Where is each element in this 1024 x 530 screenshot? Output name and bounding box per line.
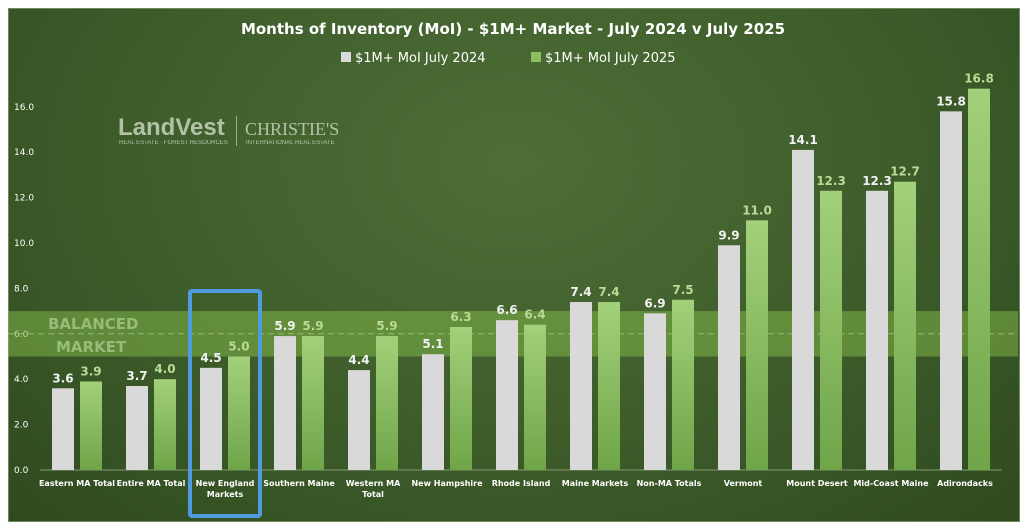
category-label: Southern Maine	[263, 479, 335, 488]
landvest-logo-subtitle: REAL ESTATE · FOREST RESOURCES	[119, 140, 228, 146]
data-label-2024: 12.3	[862, 174, 892, 188]
watermark-logo: LandVest REAL ESTATE · FOREST RESOURCES …	[118, 114, 339, 146]
category-label: Entire MA Total	[117, 479, 186, 488]
data-label-2024: 3.6	[52, 371, 73, 385]
data-label-2025: 11.0	[742, 203, 772, 217]
data-label-2025: 12.3	[816, 174, 846, 188]
bar-2024	[200, 367, 222, 470]
y-tick-label: 14.0	[14, 148, 34, 158]
data-label-2025: 6.3	[450, 310, 471, 324]
bar-2024	[348, 370, 370, 470]
christies-logo-subtitle: INTERNATIONAL REAL ESTATE	[246, 140, 335, 146]
data-label-2025: 5.0	[228, 340, 249, 354]
bar-2024	[644, 313, 666, 470]
bar-2024	[866, 190, 888, 471]
bar-2025	[672, 299, 694, 470]
y-tick-label: 4.0	[14, 375, 29, 385]
bar-2024	[274, 336, 296, 470]
data-label-2025: 5.9	[302, 319, 323, 333]
category-label: Mount Desert	[786, 479, 848, 488]
y-tick-label: 10.0	[14, 239, 34, 249]
category-label: Total	[362, 490, 384, 499]
data-label-2025: 3.9	[80, 364, 101, 378]
legend-swatch-2024	[341, 52, 351, 62]
legend-swatch-2025	[531, 52, 541, 62]
highlight-box	[188, 289, 262, 518]
data-label-2025: 4.0	[154, 362, 175, 376]
data-label-2024: 7.4	[570, 285, 591, 299]
category-label: Western MA	[346, 479, 401, 488]
category-label: Adirondacks	[937, 479, 993, 488]
data-label-2025: 6.4	[524, 308, 545, 322]
christies-logo: CHRISTIE'S	[245, 119, 339, 139]
category-labels: Eastern MA Total Entire MA Total New Engla…	[39, 479, 993, 499]
data-label-2025: 5.9	[376, 319, 397, 333]
bar-2024	[792, 149, 814, 470]
data-labels: 3.6 3.9 3.7 4.0 4.5 5.0 5.9 5.9 4.4 5.9 5.1 6.3 6.6 6…	[52, 72, 993, 386]
bar-2024	[718, 245, 740, 470]
data-label-2025: 12.7	[890, 165, 920, 179]
data-label-2024: 6.6	[496, 303, 517, 317]
chart-title: Months of Inventory (MoI) - $1M+ Market …	[241, 20, 785, 38]
y-tick-label: 8.0	[14, 284, 29, 294]
data-label-2024: 5.9	[274, 319, 295, 333]
y-tick-label: 0.0	[14, 466, 29, 476]
bar-2025	[154, 379, 176, 470]
landvest-logo: LandVest	[118, 114, 225, 141]
category-label: New Hampshire	[411, 479, 483, 488]
bar-2025	[524, 324, 546, 470]
moi-bar-chart: Months of Inventory (MoI) - $1M+ Market …	[8, 20, 1018, 518]
category-label: Vermont	[724, 479, 763, 488]
bar-2025	[968, 88, 990, 470]
data-label-2024: 3.7	[126, 369, 147, 383]
bar-2024	[940, 111, 962, 470]
bars	[52, 88, 990, 471]
bar-2025	[820, 190, 842, 471]
data-label-2024: 6.9	[644, 296, 665, 310]
logo-divider	[236, 116, 237, 146]
bar-2024	[570, 302, 592, 470]
legend-label-2025: $1M+ MoI July 2025	[545, 51, 676, 66]
highlight-rectangle	[188, 289, 262, 518]
data-label-2024: 4.5	[200, 351, 221, 365]
data-label-2025: 7.5	[672, 283, 693, 297]
bar-2025	[598, 302, 620, 470]
bar-2024	[422, 354, 444, 470]
legend-label-2024: $1M+ MoI July 2024	[355, 51, 486, 66]
bar-2024	[496, 320, 518, 470]
data-label-2024: 9.9	[718, 228, 739, 242]
data-label-2024: 14.1	[788, 133, 818, 147]
category-label: Non-MA Totals	[637, 479, 702, 488]
category-label: Markets	[207, 490, 244, 499]
data-label-2024: 5.1	[422, 337, 443, 351]
bar-2025	[746, 220, 768, 470]
category-label: Rhode Island	[492, 479, 551, 488]
y-tick-label: 16.0	[14, 103, 34, 113]
data-label-2025: 7.4	[598, 285, 619, 299]
y-tick-label: 12.0	[14, 194, 34, 204]
legend: $1M+ MoI July 2024 $1M+ MoI July 2025	[341, 51, 676, 66]
bar-2025	[80, 381, 102, 470]
bar-2025	[302, 336, 324, 470]
data-label-2024: 4.4	[348, 353, 369, 367]
category-label: Eastern MA Total	[39, 479, 115, 488]
bar-2024	[52, 388, 74, 470]
balanced-band-label-line2: MARKET	[56, 338, 127, 356]
category-label: New England	[196, 479, 255, 488]
bar-2024	[126, 386, 148, 470]
category-label: Mid-Coast Maine	[853, 479, 929, 488]
balanced-band-label-line1: BALANCED	[48, 315, 138, 333]
bar-2025	[376, 336, 398, 470]
bar-2025	[450, 326, 472, 470]
bar-2025	[894, 181, 916, 470]
data-label-2024: 15.8	[936, 94, 966, 108]
y-tick-label: 2.0	[14, 421, 29, 431]
category-label: Maine Markets	[562, 479, 629, 488]
data-label-2025: 16.8	[964, 72, 994, 86]
bar-2025	[228, 356, 250, 470]
